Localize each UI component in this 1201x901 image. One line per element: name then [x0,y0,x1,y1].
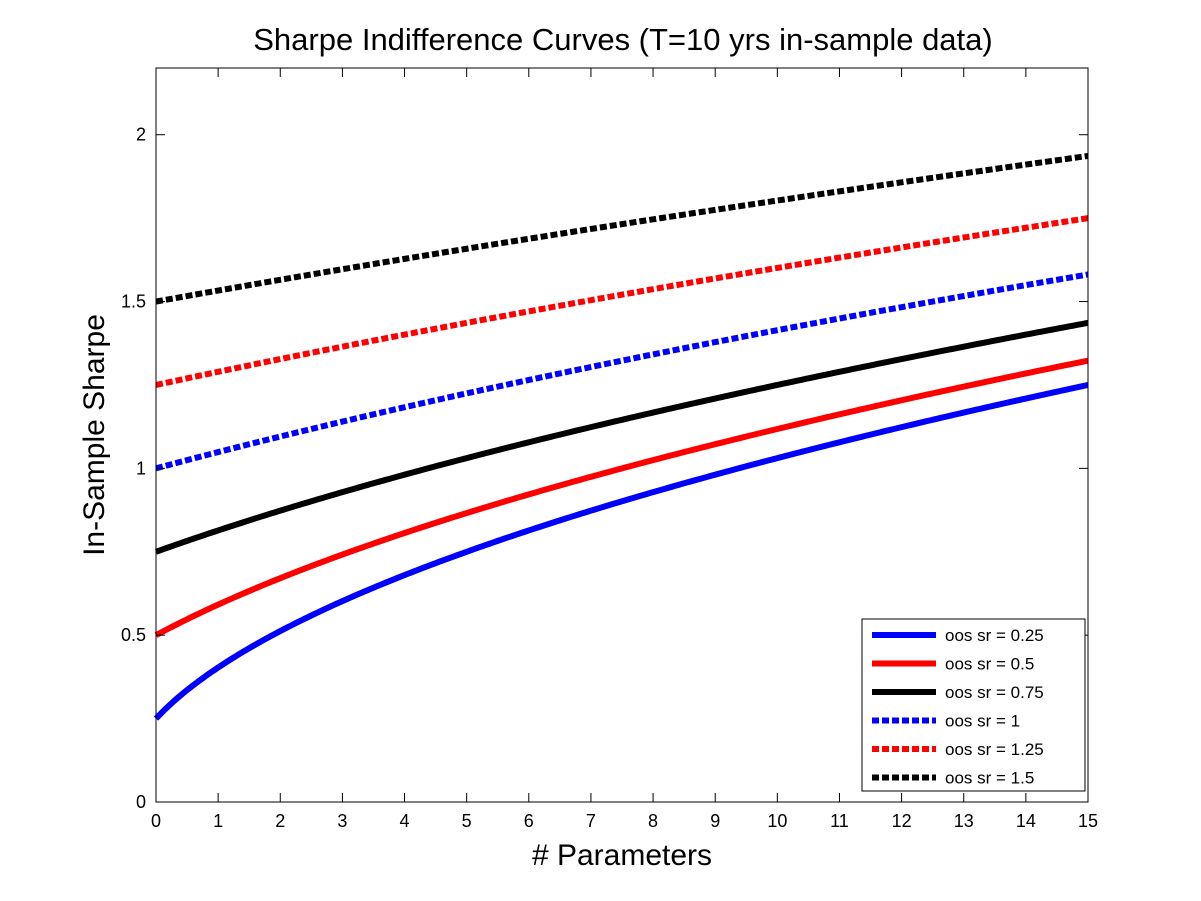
y-tick-label: 0.5 [121,625,146,645]
series-layer [153,152,1089,721]
y-tick-label: 1 [136,458,146,478]
legend-label-4: oos sr = 1 [945,712,1020,731]
y-axis-label: In-Sample Sharpe [78,314,111,556]
x-tick-label: 2 [275,811,285,831]
y-axis: 0 0.5 1 1.5 2 [121,125,1088,812]
series-line-6 [155,152,1089,305]
x-tick-label: 4 [400,811,410,831]
x-tick-label: 8 [648,811,658,831]
legend-box [861,618,1086,792]
x-tick-label: 9 [710,811,720,831]
x-tick-label: 14 [1016,811,1036,831]
x-tick-label: 15 [1078,811,1098,831]
x-axis-label: # Parameters [532,839,712,872]
x-tick-label: 10 [767,811,787,831]
x-tick-label: 1 [213,811,223,831]
plot-frame [155,67,1089,803]
legend-label-1: oos sr = 0.25 [945,626,1044,645]
x-tick-label: 5 [462,811,472,831]
legend-label-2: oos sr = 0.5 [945,655,1034,674]
series-line-1 [153,382,1089,721]
legend-label-6: oos sr = 1.5 [945,769,1034,788]
x-tick-label: 6 [524,811,534,831]
y-tick-label: 0 [136,792,146,812]
x-tick-label: 3 [337,811,347,831]
series-line-4 [155,271,1089,472]
legend: oos sr = 0.25 oos sr = 0.5 oos sr = 0.75 oo… [861,618,1086,792]
x-tick-label: 12 [892,811,912,831]
chart-title: Sharpe Indifference Curves (T=10 yrs in-… [253,22,992,57]
series-line-2 [154,357,1089,638]
x-tick-label: 11 [830,811,849,831]
series-line-5 [155,215,1089,388]
legend-label-5: oos sr = 1.25 [945,740,1044,759]
series-line-3 [154,319,1089,555]
x-axis: 0 1 2 3 4 5 6 7 8 9 10 11 12 13 14 15 [151,68,1098,831]
legend-label-3: oos sr = 0.75 [945,683,1044,702]
y-tick-label: 1.5 [121,292,146,312]
y-tick-label: 2 [136,125,146,145]
x-tick-label: 13 [954,811,974,831]
x-tick-label: 0 [151,811,161,831]
x-tick-label: 7 [586,811,596,831]
